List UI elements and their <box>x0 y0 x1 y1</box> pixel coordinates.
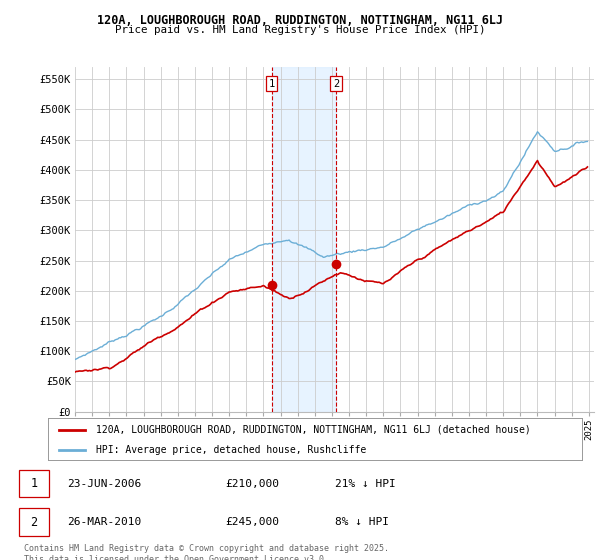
Text: 21% ↓ HPI: 21% ↓ HPI <box>335 479 395 489</box>
Text: Price paid vs. HM Land Registry's House Price Index (HPI): Price paid vs. HM Land Registry's House … <box>115 25 485 35</box>
Text: 2: 2 <box>333 78 339 88</box>
Text: 1: 1 <box>31 477 37 490</box>
Text: 1: 1 <box>269 78 275 88</box>
Bar <box>272 67 336 412</box>
Text: £245,000: £245,000 <box>225 517 279 527</box>
Text: 120A, LOUGHBOROUGH ROAD, RUDDINGTON, NOTTINGHAM, NG11 6LJ (detached house): 120A, LOUGHBOROUGH ROAD, RUDDINGTON, NOT… <box>96 424 531 435</box>
Text: £210,000: £210,000 <box>225 479 279 489</box>
Text: 2: 2 <box>31 516 37 529</box>
Text: 26-MAR-2010: 26-MAR-2010 <box>67 517 141 527</box>
Text: Contains HM Land Registry data © Crown copyright and database right 2025.
This d: Contains HM Land Registry data © Crown c… <box>24 544 389 560</box>
FancyBboxPatch shape <box>19 470 49 497</box>
Text: 120A, LOUGHBOROUGH ROAD, RUDDINGTON, NOTTINGHAM, NG11 6LJ: 120A, LOUGHBOROUGH ROAD, RUDDINGTON, NOT… <box>97 14 503 27</box>
Text: HPI: Average price, detached house, Rushcliffe: HPI: Average price, detached house, Rush… <box>96 445 367 455</box>
Text: 8% ↓ HPI: 8% ↓ HPI <box>335 517 389 527</box>
FancyBboxPatch shape <box>19 508 49 536</box>
Text: 23-JUN-2006: 23-JUN-2006 <box>67 479 141 489</box>
